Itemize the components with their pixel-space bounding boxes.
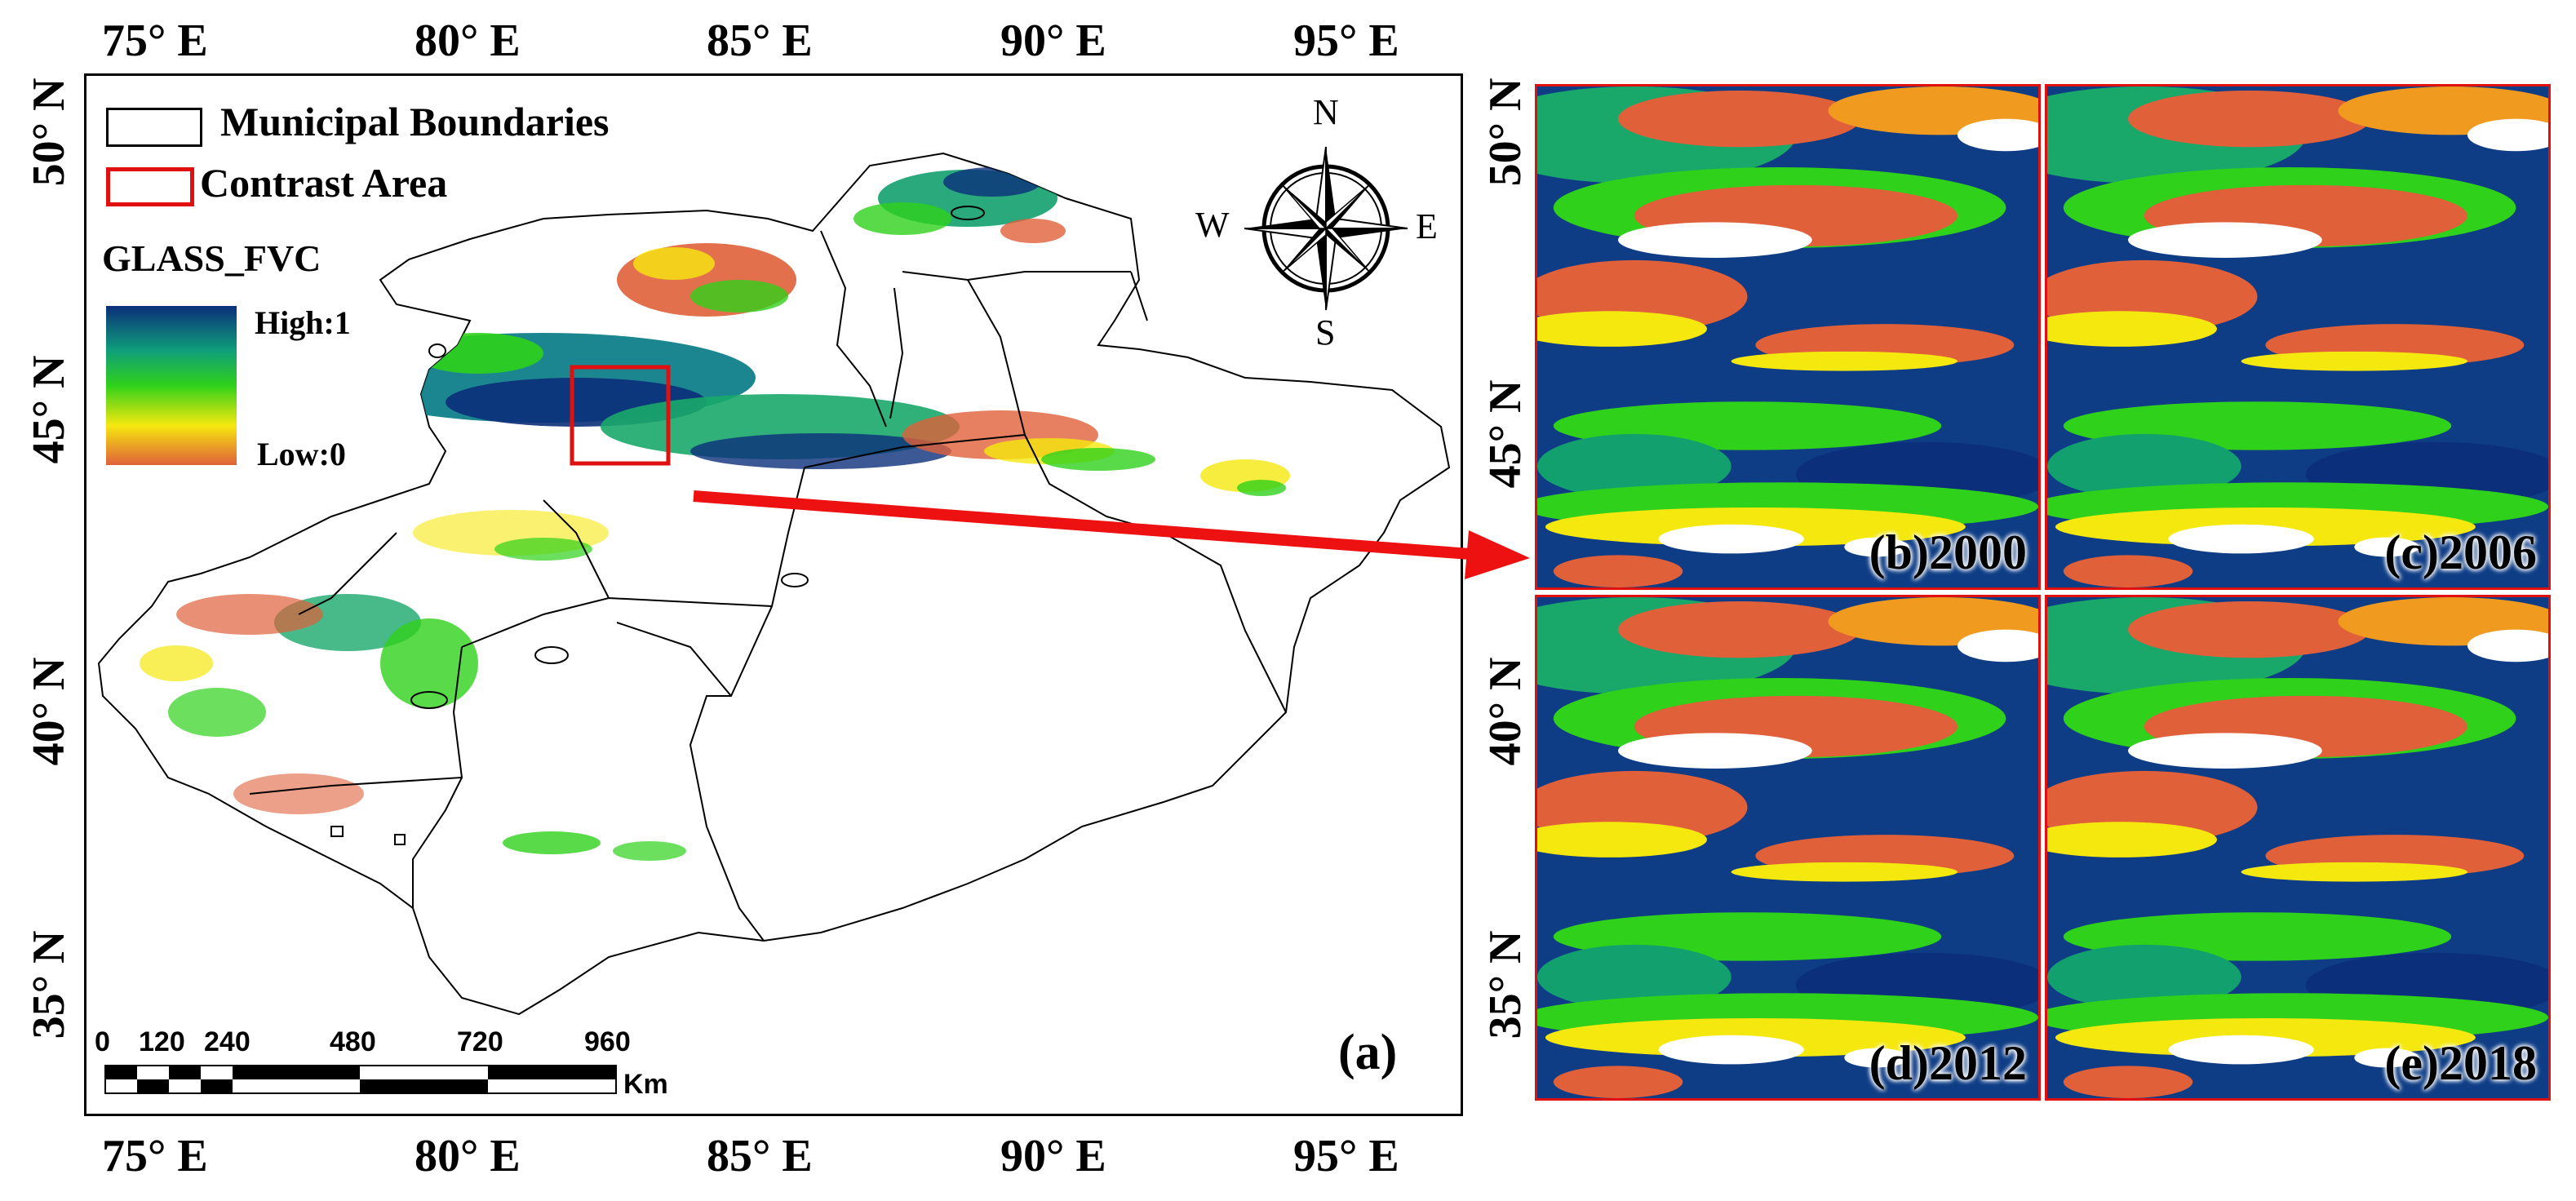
inset-panel-2006: (c)2006 <box>2045 84 2551 590</box>
scale-tick-480: 480 <box>330 1026 376 1057</box>
lon-label-bottom-75: 75° E <box>102 1131 208 1181</box>
legend-contrast-label: Contrast Area <box>200 160 448 206</box>
lat-label-40: 40° N <box>24 657 74 766</box>
lon-label-bottom-90: 90° E <box>1000 1131 1106 1181</box>
inset-raster-2018 <box>2047 597 2548 1098</box>
lon-label-top-95: 95° E <box>1293 16 1399 66</box>
legend-low-label: Low:0 <box>257 436 346 472</box>
compass-e-label: E <box>1416 206 1438 246</box>
main-map-label: (a) <box>1338 1025 1398 1080</box>
contrast-area-box <box>570 365 671 466</box>
compass-w-label: W <box>1195 205 1230 245</box>
legend-boundary-label: Municipal Boundaries <box>220 99 610 144</box>
inset-label-2012: (d)2012 <box>1869 1036 2027 1090</box>
legend-high-label: High:1 <box>255 304 351 341</box>
scale-tick-240: 240 <box>204 1026 251 1057</box>
north-arrow-icon <box>1244 146 1408 311</box>
lat-label-45: 45° N <box>24 355 74 464</box>
compass-n-label: N <box>1313 92 1339 132</box>
lon-label-bottom-80: 80° E <box>415 1131 521 1181</box>
scale-tick-120: 120 <box>139 1026 185 1057</box>
inset-lat-label-40: 40° N <box>1480 657 1531 766</box>
scale-tick-960: 960 <box>584 1026 631 1057</box>
scale-bar <box>104 1065 617 1094</box>
legend-variable-title: GLASS_FVC <box>102 237 321 279</box>
legend-contrast-swatch <box>106 167 194 206</box>
lon-label-bottom-95: 95° E <box>1293 1131 1399 1181</box>
lon-label-top-80: 80° E <box>415 16 521 66</box>
inset-panel-2012: (d)2012 <box>1535 595 2041 1101</box>
lat-label-50: 50° N <box>24 78 74 187</box>
main-map-frame <box>84 73 1463 1116</box>
inset-raster-2000 <box>1537 86 2038 587</box>
lon-label-top-85: 85° E <box>707 16 813 66</box>
inset-label-2000: (b)2000 <box>1869 525 2027 579</box>
fvc-raster <box>140 167 1290 861</box>
inset-raster-2012 <box>1537 597 2038 1098</box>
inset-panel-2000: (b)2000 <box>1535 84 2041 590</box>
lon-label-bottom-85: 85° E <box>707 1131 813 1181</box>
scale-unit: Km <box>623 1069 668 1100</box>
legend-boundary-swatch <box>106 108 202 147</box>
main-map-canvas <box>97 152 1451 1016</box>
compass-s-label: S <box>1315 312 1336 352</box>
inset-lat-label-35: 35° N <box>1480 930 1531 1039</box>
inset-label-2006: (c)2006 <box>2384 525 2537 579</box>
contrast-arrow-icon <box>693 490 1530 579</box>
inset-label-2018: (e)2018 <box>2384 1036 2537 1090</box>
inset-lat-label-50: 50° N <box>1480 78 1531 187</box>
lon-label-top-90: 90° E <box>1000 16 1106 66</box>
scale-tick-720: 720 <box>457 1026 503 1057</box>
lat-label-35: 35° N <box>24 930 74 1039</box>
inset-raster-2006 <box>2047 86 2548 587</box>
lon-label-top-75: 75° E <box>102 16 208 66</box>
scale-tick-0: 0 <box>95 1026 110 1057</box>
legend-color-ramp <box>106 306 237 465</box>
inset-panel-2018: (e)2018 <box>2045 595 2551 1101</box>
